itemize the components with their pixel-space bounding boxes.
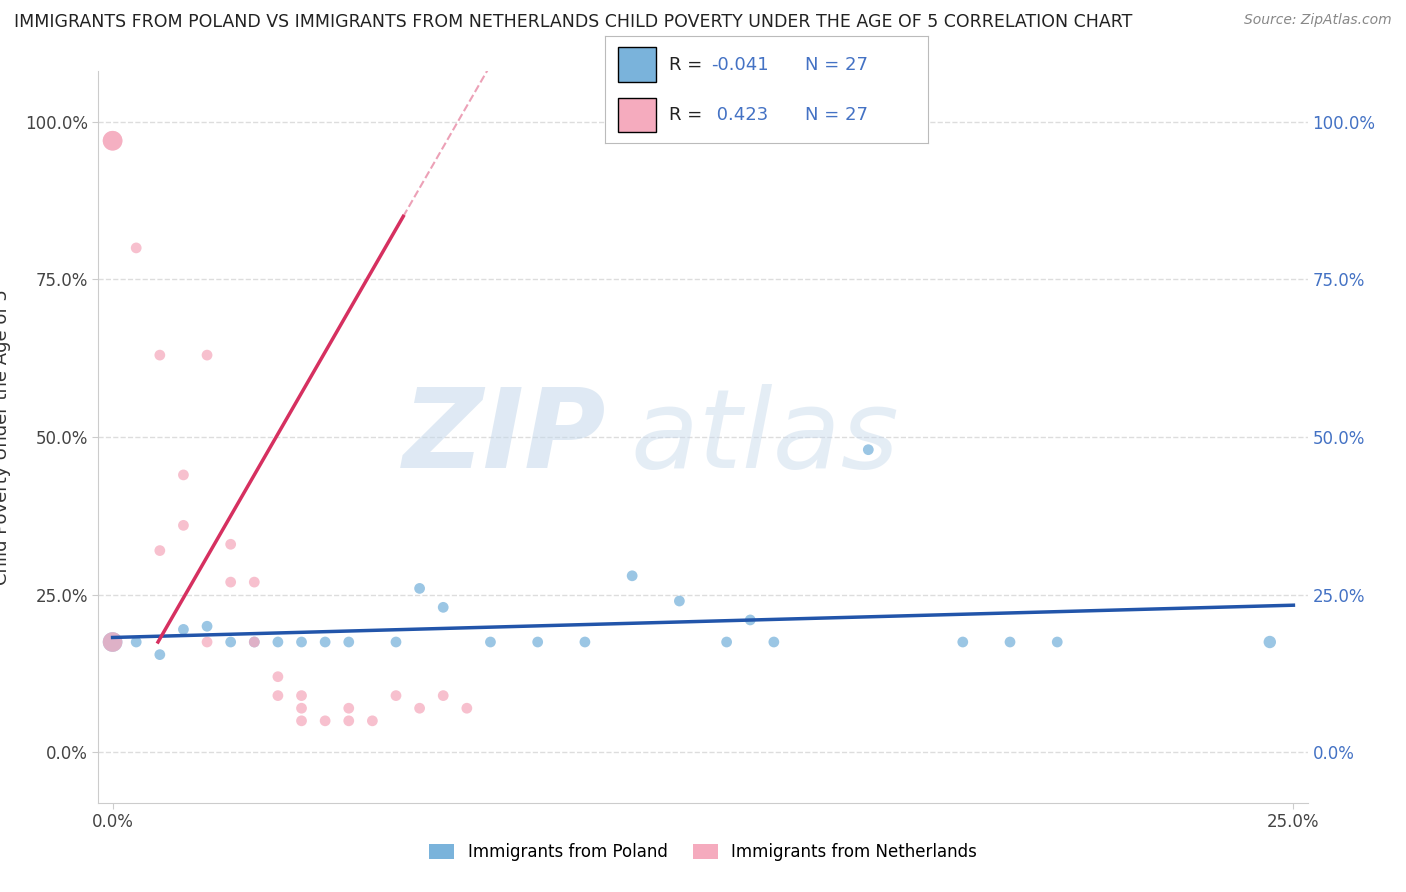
- Point: [195, 348, 218, 362]
- Point: [149, 348, 172, 362]
- Point: [125, 241, 148, 255]
- Point: [243, 635, 266, 649]
- Point: [314, 714, 336, 728]
- Point: [668, 594, 690, 608]
- Text: atlas: atlas: [630, 384, 898, 491]
- Point: [195, 635, 218, 649]
- Point: [243, 635, 266, 649]
- Point: [219, 575, 242, 590]
- Point: [172, 623, 194, 637]
- Text: R =: R =: [669, 55, 709, 73]
- Y-axis label: Child Poverty Under the Age of 5: Child Poverty Under the Age of 5: [0, 289, 11, 585]
- Point: [526, 635, 548, 649]
- Point: [267, 670, 290, 684]
- Point: [172, 518, 194, 533]
- Point: [479, 635, 502, 649]
- Point: [219, 635, 242, 649]
- FancyBboxPatch shape: [617, 47, 657, 82]
- Point: [361, 714, 384, 728]
- Point: [385, 635, 408, 649]
- Point: [243, 575, 266, 590]
- Point: [574, 635, 596, 649]
- Text: ZIP: ZIP: [402, 384, 606, 491]
- Point: [432, 689, 454, 703]
- Text: R =: R =: [669, 106, 709, 124]
- Point: [952, 635, 974, 649]
- Point: [408, 582, 430, 596]
- Point: [408, 701, 430, 715]
- Point: [101, 134, 124, 148]
- Point: [149, 543, 172, 558]
- Text: N = 27: N = 27: [806, 55, 868, 73]
- Point: [195, 619, 218, 633]
- Point: [290, 689, 312, 703]
- Text: N = 27: N = 27: [806, 106, 868, 124]
- Point: [125, 635, 148, 649]
- Point: [621, 569, 644, 583]
- Point: [716, 635, 738, 649]
- Text: 0.423: 0.423: [711, 106, 769, 124]
- Point: [219, 537, 242, 551]
- Point: [385, 689, 408, 703]
- Text: -0.041: -0.041: [711, 55, 769, 73]
- Point: [337, 701, 360, 715]
- Point: [740, 613, 762, 627]
- Point: [762, 635, 785, 649]
- Point: [101, 134, 124, 148]
- Point: [172, 467, 194, 482]
- Point: [1046, 635, 1069, 649]
- Point: [267, 635, 290, 649]
- Point: [337, 635, 360, 649]
- Point: [1258, 635, 1281, 649]
- Point: [998, 635, 1021, 649]
- Point: [314, 635, 336, 649]
- Point: [267, 689, 290, 703]
- Text: IMMIGRANTS FROM POLAND VS IMMIGRANTS FROM NETHERLANDS CHILD POVERTY UNDER THE AG: IMMIGRANTS FROM POLAND VS IMMIGRANTS FRO…: [14, 13, 1132, 31]
- Point: [149, 648, 172, 662]
- Point: [101, 635, 124, 649]
- Text: Source: ZipAtlas.com: Source: ZipAtlas.com: [1244, 13, 1392, 28]
- Point: [101, 635, 124, 649]
- Point: [858, 442, 880, 457]
- Point: [290, 635, 312, 649]
- Legend: Immigrants from Poland, Immigrants from Netherlands: Immigrants from Poland, Immigrants from …: [423, 837, 983, 868]
- Point: [290, 714, 312, 728]
- Point: [337, 714, 360, 728]
- Point: [290, 701, 312, 715]
- Point: [456, 701, 478, 715]
- Point: [432, 600, 454, 615]
- FancyBboxPatch shape: [617, 98, 657, 132]
